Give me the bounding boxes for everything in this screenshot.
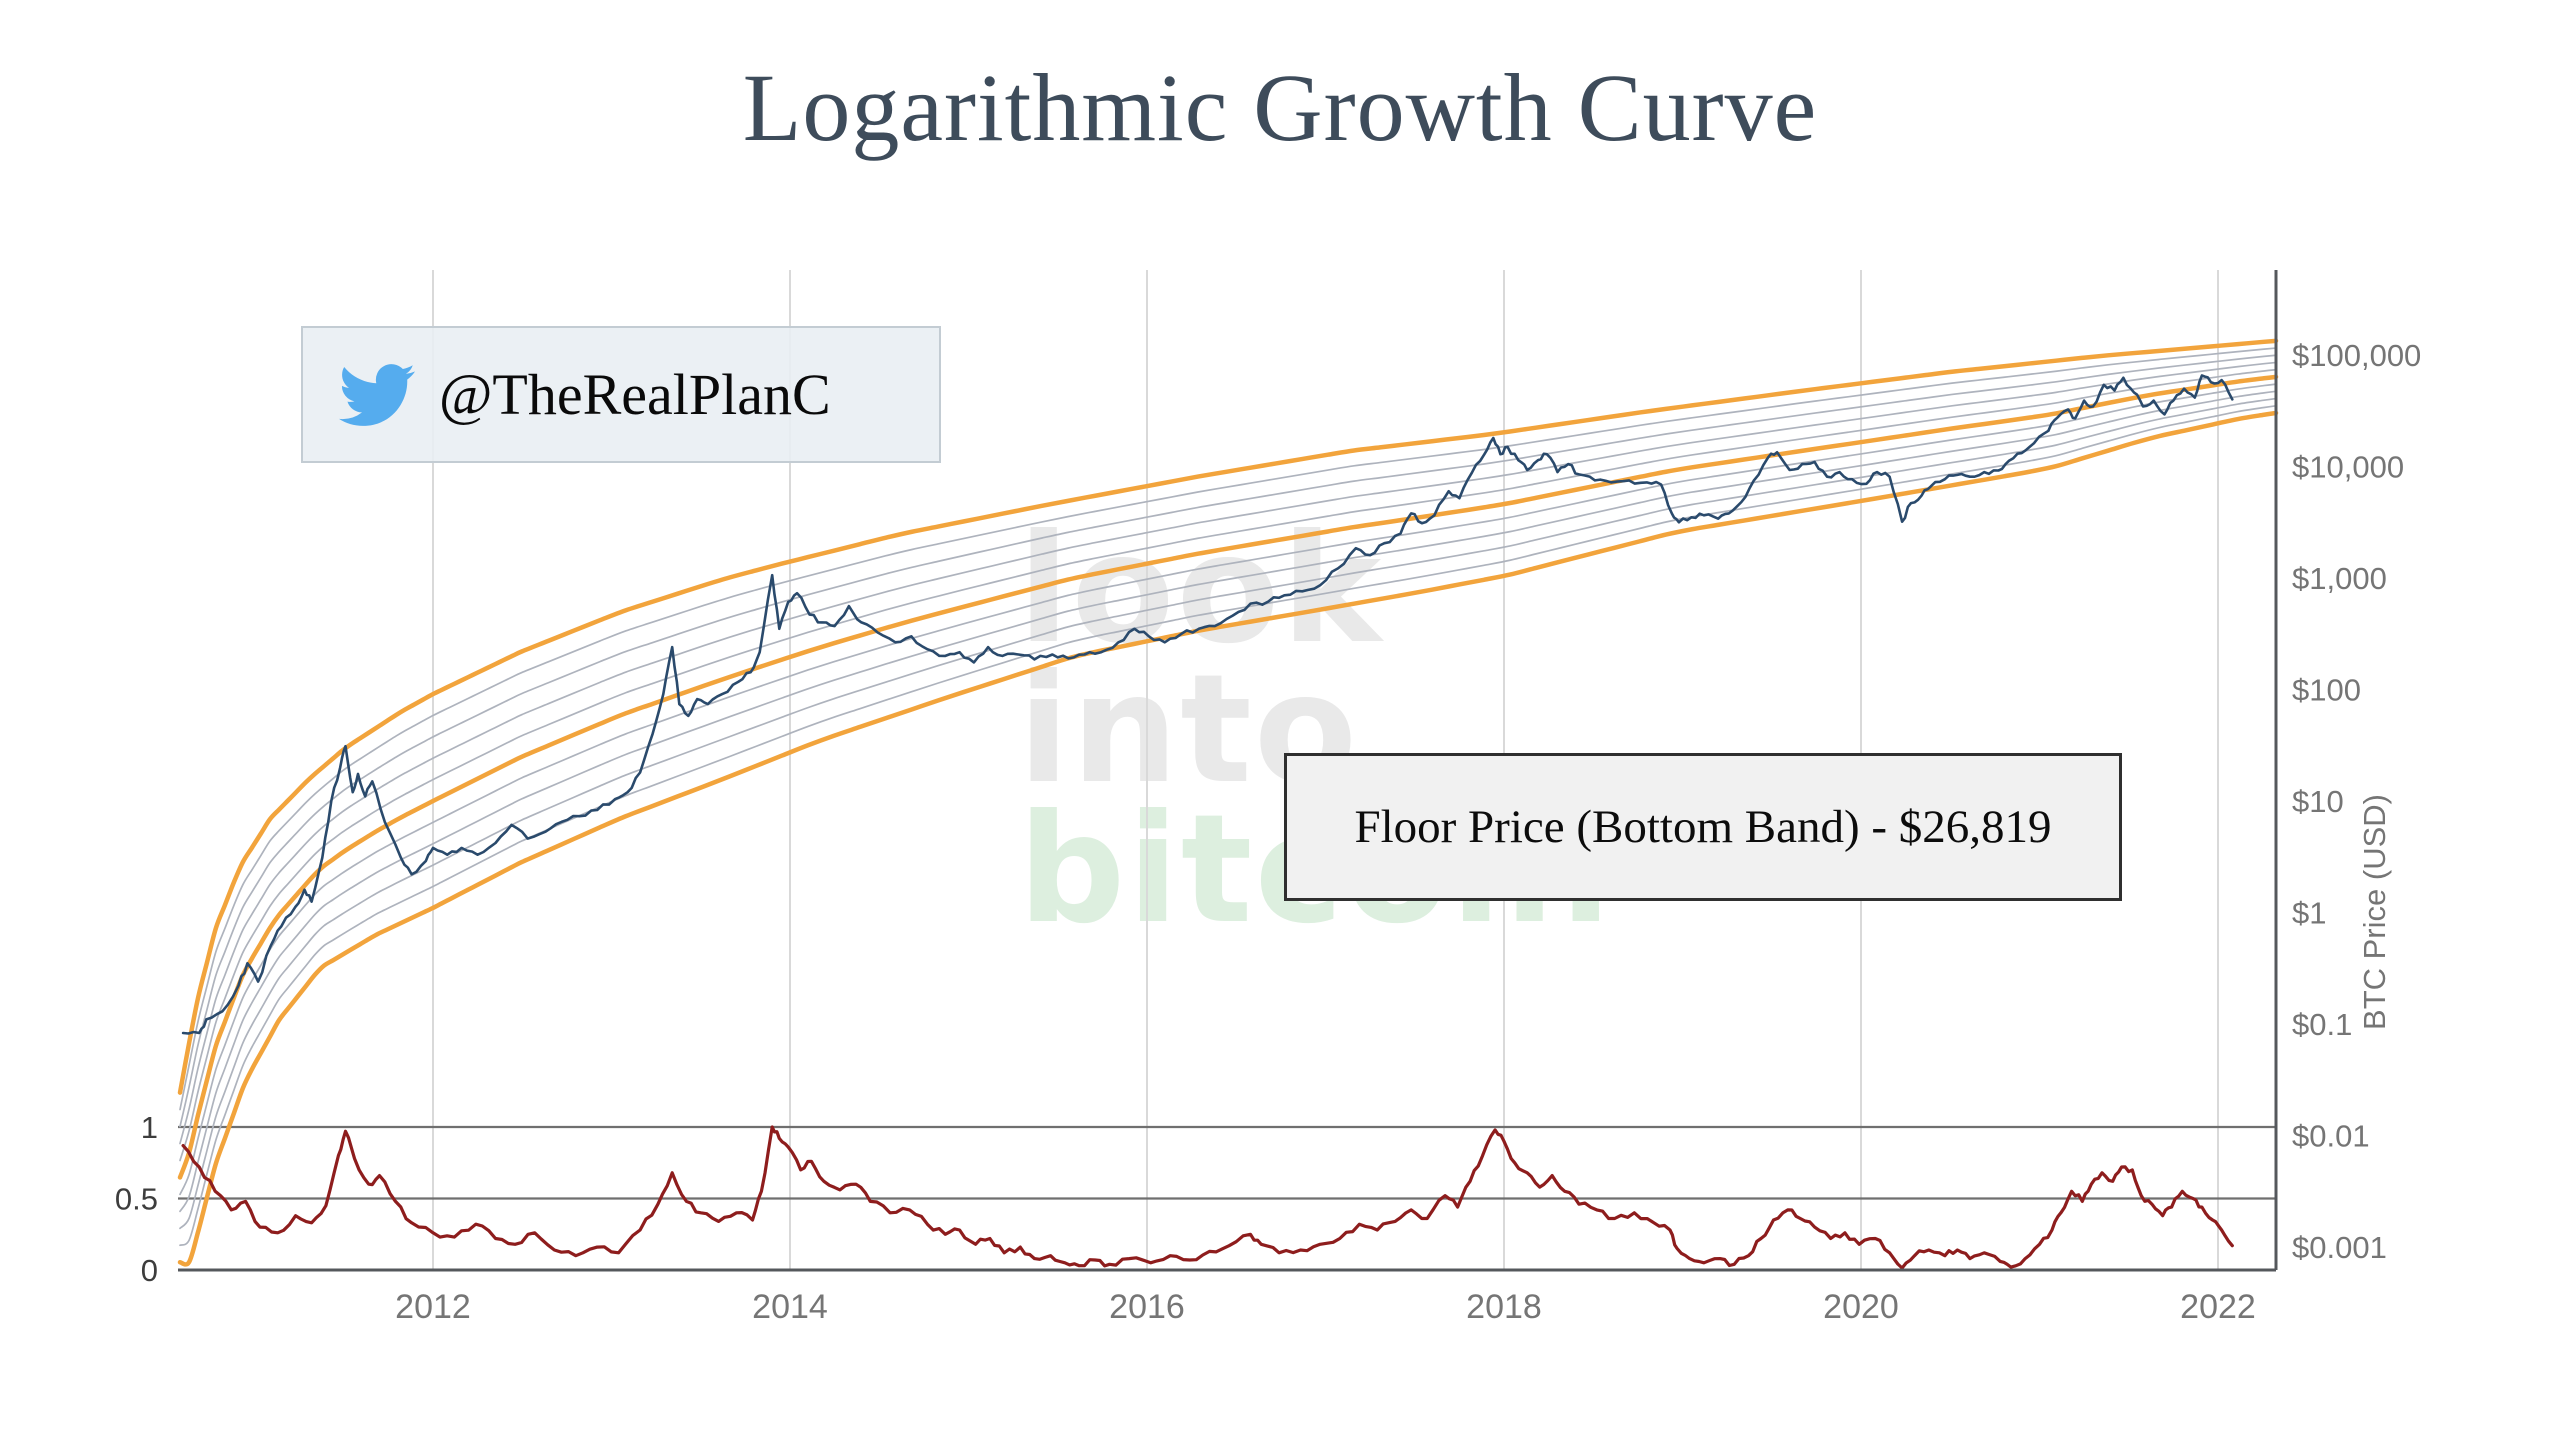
lgc-band-curve-5-orange <box>177 374 2279 1180</box>
lgc-band-curve-7-gray <box>179 390 2277 1213</box>
lgc-band-curve-8-gray <box>179 397 2277 1230</box>
price-tick-label-5: $1 <box>2292 896 2326 931</box>
floor-price-tooltip: Floor Price (Bottom Band) - $26,819 <box>1284 753 2122 901</box>
x-tick-label-2012: 2012 <box>395 1288 471 1326</box>
x-tick-label-2016: 2016 <box>1109 1288 1185 1326</box>
lgc-oscillator-line <box>181 1125 2234 1270</box>
x-tick-label-2020: 2020 <box>1823 1288 1899 1326</box>
lgc-band-curve-2-gray <box>179 354 2277 1128</box>
twitter-attribution-badge[interactable]: @TheRealPlanC <box>301 326 941 463</box>
oscillator-tick-label-1: 1 <box>141 1110 158 1145</box>
lgc-band-curve-10-orange <box>177 410 2279 1267</box>
lgc-band-curve-0-orange <box>177 338 2279 1095</box>
x-tick-label-2022: 2022 <box>2180 1288 2256 1326</box>
y-axis-title: BTC Price (USD) <box>2357 794 2392 1030</box>
lgc-band-curve-3-gray <box>179 361 2277 1145</box>
lgc-band-curve-4-gray <box>179 368 2277 1162</box>
oscillator-tick-label-0: 0 <box>141 1253 158 1288</box>
twitter-bird-icon <box>339 363 415 426</box>
price-tick-label-2: $1,000 <box>2292 561 2387 596</box>
price-tick-label-6: $0.1 <box>2292 1007 2352 1042</box>
lgc-band-curve-9-gray <box>179 404 2277 1247</box>
oscillator-tick-label-0.5: 0.5 <box>115 1182 158 1217</box>
price-tick-label-3: $100 <box>2292 673 2361 708</box>
price-tick-label-0: $100,000 <box>2292 338 2421 373</box>
twitter-handle-label: @TheRealPlanC <box>439 362 831 427</box>
page-title: Logarithmic Growth Curve <box>742 54 1818 161</box>
x-tick-label-2014: 2014 <box>752 1288 828 1326</box>
floor-price-tooltip-label: Floor Price (Bottom Band) - $26,819 <box>1354 801 2052 853</box>
price-tick-label-7: $0.01 <box>2292 1119 2370 1154</box>
price-tick-label-1: $10,000 <box>2292 450 2404 485</box>
price-tick-label-8: $0.001 <box>2292 1230 2387 1265</box>
price-tick-label-4: $10 <box>2292 784 2344 819</box>
btc-price-line <box>181 374 2234 1035</box>
x-tick-label-2018: 2018 <box>1466 1288 1542 1326</box>
